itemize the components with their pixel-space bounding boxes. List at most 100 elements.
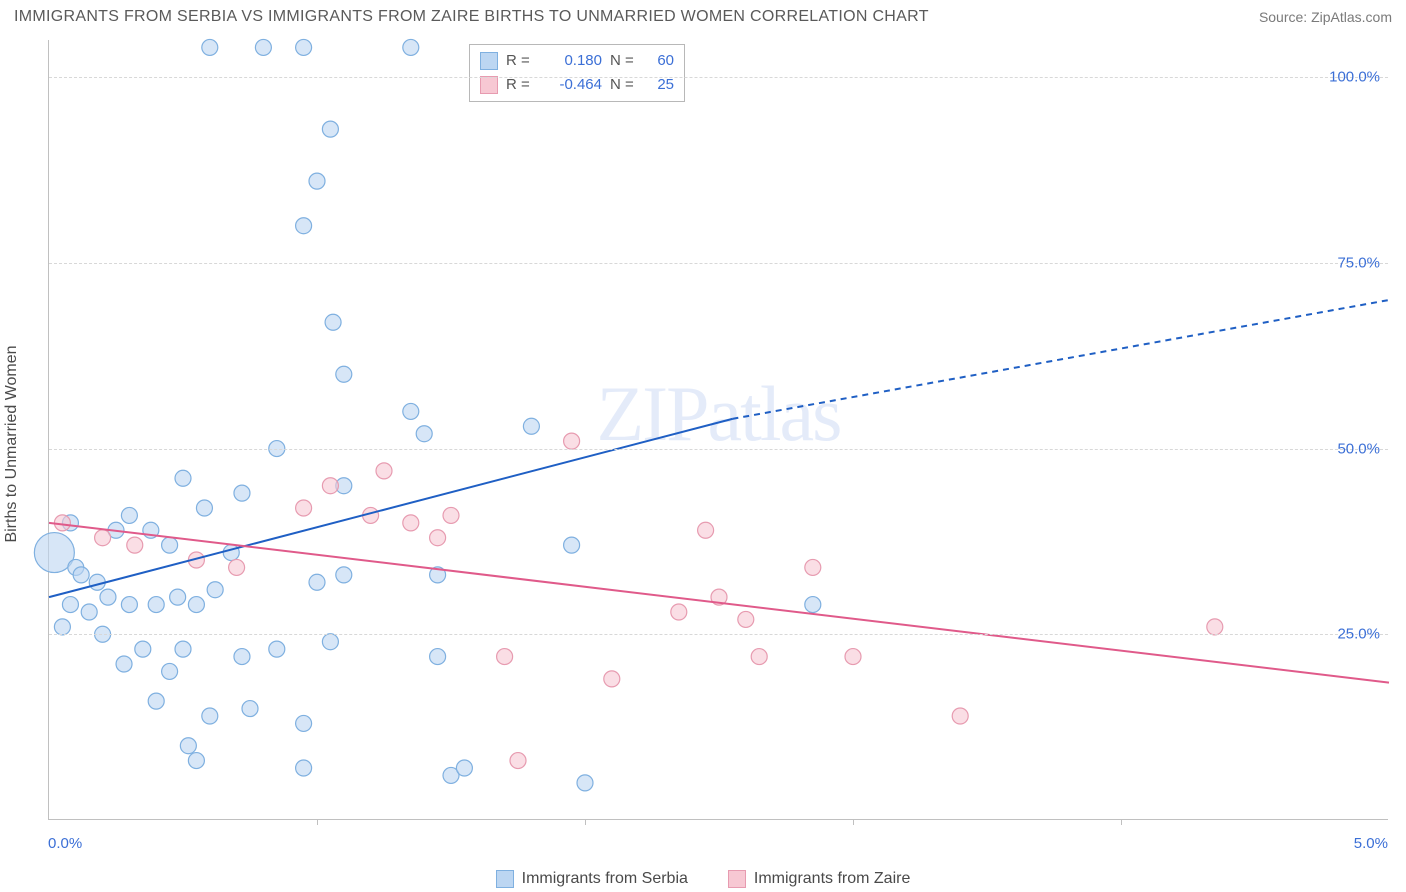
serbia-legend-icon — [496, 870, 514, 888]
data-point — [207, 582, 223, 598]
x-tick-mark — [317, 819, 318, 825]
stats-box: R = 0.180 N = 60 R = -0.464 N = 25 — [469, 44, 685, 102]
data-point — [738, 611, 754, 627]
data-point — [188, 597, 204, 613]
y-tick-label: 100.0% — [1329, 69, 1380, 86]
data-point — [296, 500, 312, 516]
data-point — [242, 701, 258, 717]
y-tick-label: 75.0% — [1337, 254, 1380, 271]
data-point — [430, 530, 446, 546]
x-tick-mark — [853, 819, 854, 825]
x-min-label: 0.0% — [48, 835, 82, 852]
data-point — [336, 366, 352, 382]
data-point — [196, 500, 212, 516]
data-point — [430, 649, 446, 665]
data-point — [497, 649, 513, 665]
data-point — [202, 708, 218, 724]
data-point — [443, 507, 459, 523]
data-point — [223, 545, 239, 561]
chart-container: Births to Unmarried Women ZIPatlas R = 0… — [0, 34, 1406, 854]
n-label: N = — [610, 49, 638, 73]
data-point — [564, 433, 580, 449]
plot-area: ZIPatlas R = 0.180 N = 60 R = -0.464 N =… — [48, 40, 1388, 820]
data-point — [121, 597, 137, 613]
data-point — [1207, 619, 1223, 635]
data-point — [127, 537, 143, 553]
data-point — [952, 708, 968, 724]
grid-line — [49, 77, 1388, 78]
data-point — [309, 173, 325, 189]
data-point — [296, 760, 312, 776]
data-point — [81, 604, 97, 620]
data-point — [180, 738, 196, 754]
data-point — [54, 619, 70, 635]
x-tick-mark — [585, 819, 586, 825]
legend-serbia: Immigrants from Serbia — [496, 870, 688, 888]
data-point — [403, 39, 419, 55]
bottom-legend: Immigrants from Serbia Immigrants from Z… — [0, 870, 1406, 888]
data-point — [577, 775, 593, 791]
data-point — [175, 470, 191, 486]
data-point — [403, 403, 419, 419]
data-point — [604, 671, 620, 687]
data-point — [325, 314, 341, 330]
trend-line — [49, 419, 732, 597]
data-point — [309, 574, 325, 590]
x-tick-mark — [1121, 819, 1122, 825]
data-point — [95, 530, 111, 546]
data-point — [564, 537, 580, 553]
data-point — [296, 218, 312, 234]
data-point — [456, 760, 472, 776]
serbia-r-value: 0.180 — [542, 49, 602, 73]
data-point — [322, 478, 338, 494]
y-axis-label: Births to Unmarried Women — [3, 345, 21, 542]
data-point — [188, 753, 204, 769]
data-point — [229, 559, 245, 575]
data-point — [175, 641, 191, 657]
y-tick-label: 50.0% — [1337, 440, 1380, 457]
data-point — [296, 39, 312, 55]
data-point — [162, 537, 178, 553]
grid-line — [49, 263, 1388, 264]
data-point — [671, 604, 687, 620]
serbia-color-icon — [480, 52, 498, 70]
data-point — [170, 589, 186, 605]
data-point — [805, 597, 821, 613]
zaire-color-icon — [480, 76, 498, 94]
data-point — [296, 715, 312, 731]
data-point — [135, 641, 151, 657]
data-point — [255, 39, 271, 55]
data-point — [100, 589, 116, 605]
scatter-svg — [49, 40, 1389, 820]
grid-line — [49, 449, 1388, 450]
zaire-legend-icon — [728, 870, 746, 888]
chart-title: IMMIGRANTS FROM SERBIA VS IMMIGRANTS FRO… — [14, 8, 929, 26]
data-point — [751, 649, 767, 665]
data-point — [376, 463, 392, 479]
legend-zaire: Immigrants from Zaire — [728, 870, 910, 888]
y-tick-label: 25.0% — [1337, 626, 1380, 643]
data-point — [202, 39, 218, 55]
zaire-legend-label: Immigrants from Zaire — [754, 870, 910, 888]
serbia-n-value: 60 — [646, 49, 674, 73]
data-point — [148, 597, 164, 613]
data-point — [523, 418, 539, 434]
data-point — [269, 641, 285, 657]
data-point — [336, 567, 352, 583]
serbia-legend-label: Immigrants from Serbia — [522, 870, 688, 888]
data-point — [845, 649, 861, 665]
data-point — [73, 567, 89, 583]
header: IMMIGRANTS FROM SERBIA VS IMMIGRANTS FRO… — [0, 0, 1406, 30]
data-point — [403, 515, 419, 531]
data-point — [416, 426, 432, 442]
data-point — [121, 507, 137, 523]
data-point — [698, 522, 714, 538]
data-point — [510, 753, 526, 769]
data-point — [148, 693, 164, 709]
data-point — [322, 634, 338, 650]
data-point — [116, 656, 132, 672]
grid-line — [49, 634, 1388, 635]
data-point — [162, 663, 178, 679]
data-point — [805, 559, 821, 575]
r-label: R = — [506, 49, 534, 73]
